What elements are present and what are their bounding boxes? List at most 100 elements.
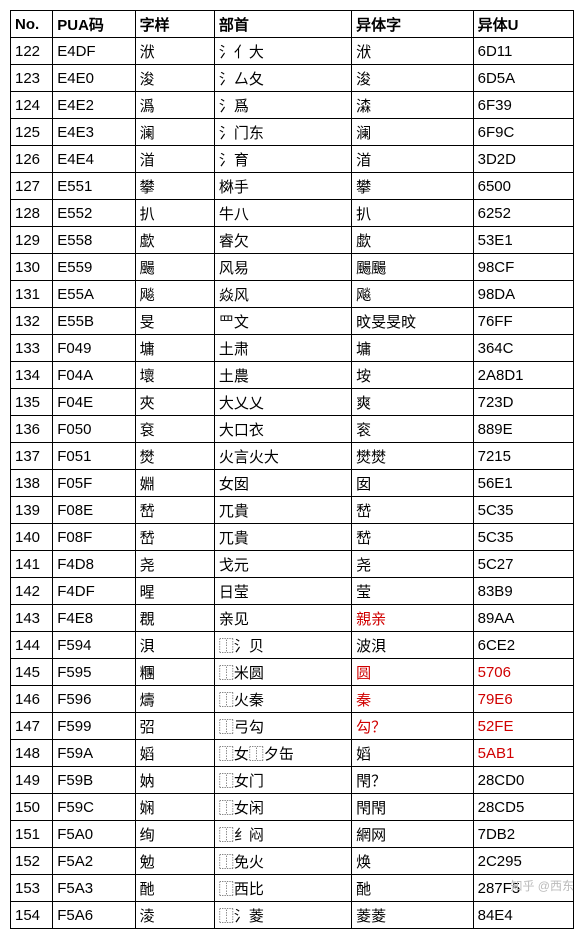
cell-ziy: 娴 bbox=[135, 794, 214, 821]
table-row: 137F051燓火言火大燓燓7215 bbox=[11, 443, 574, 470]
cell-ziy: 尧 bbox=[135, 551, 214, 578]
cell-ziy: 酏 bbox=[135, 875, 214, 902]
cell-yitiu: 723D bbox=[473, 389, 573, 416]
cell-yiti: 澜 bbox=[352, 119, 473, 146]
cell-yiti: 莹 bbox=[352, 578, 473, 605]
cell-yitiu: 98DA bbox=[473, 281, 573, 308]
cell-pua: F050 bbox=[53, 416, 135, 443]
cell-yiti: 酏 bbox=[352, 875, 473, 902]
cell-yitiu: 6D11 bbox=[473, 38, 573, 65]
cell-no: 148 bbox=[11, 740, 53, 767]
cell-no: 134 bbox=[11, 362, 53, 389]
cell-yiti: 旼旻旻旼 bbox=[352, 308, 473, 335]
table-body: 122E4DF洑氵亻大洑6D11123E4E0浚氵厶夂浚6D5A124E4E2潙… bbox=[11, 38, 574, 929]
cell-yiti: 嫍 bbox=[352, 740, 473, 767]
cell-pua: F4D8 bbox=[53, 551, 135, 578]
cell-ziy: 洑 bbox=[135, 38, 214, 65]
table-row: 130E559颺风易颺颺98CF bbox=[11, 254, 574, 281]
cell-yiti: 嵆 bbox=[352, 497, 473, 524]
cell-bush: 睿欠 bbox=[214, 227, 351, 254]
cell-no: 137 bbox=[11, 443, 53, 470]
table-row: 124E4E2潙氵爲潹6F39 bbox=[11, 92, 574, 119]
cell-no: 126 bbox=[11, 146, 53, 173]
cell-bush: ⿰火秦 bbox=[214, 686, 351, 713]
table-row: 129E558歔睿欠歔53E1 bbox=[11, 227, 574, 254]
table-row: 132E55B旻罒文旼旻旻旼76FF bbox=[11, 308, 574, 335]
cell-bush: ⿰弓勾 bbox=[214, 713, 351, 740]
table-row: 127E551攀棥手攀6500 bbox=[11, 173, 574, 200]
cell-ziy: 旻 bbox=[135, 308, 214, 335]
cell-bush: ⿰米圆 bbox=[214, 659, 351, 686]
table-row: 141F4D8尧戈元尧5C27 bbox=[11, 551, 574, 578]
cell-bush: 氵门东 bbox=[214, 119, 351, 146]
col-ziy: 字样 bbox=[135, 11, 214, 38]
cell-bush: 戈元 bbox=[214, 551, 351, 578]
table-row: 128E552扒牛八扒6252 bbox=[11, 200, 574, 227]
header-row: No. PUA码 字样 部首 异体字 异体U bbox=[11, 11, 574, 38]
cell-ziy: 覠 bbox=[135, 605, 214, 632]
cell-ziy: 歔 bbox=[135, 227, 214, 254]
cell-no: 124 bbox=[11, 92, 53, 119]
cell-pua: F596 bbox=[53, 686, 135, 713]
cell-bush: 氵育 bbox=[214, 146, 351, 173]
cell-no: 143 bbox=[11, 605, 53, 632]
cell-pua: E552 bbox=[53, 200, 135, 227]
cell-no: 146 bbox=[11, 686, 53, 713]
cell-no: 150 bbox=[11, 794, 53, 821]
col-yitiu: 异体U bbox=[473, 11, 573, 38]
cell-yitiu: 364C bbox=[473, 335, 573, 362]
cell-bush: 大口衣 bbox=[214, 416, 351, 443]
cell-ziy: 燽 bbox=[135, 686, 214, 713]
cell-no: 151 bbox=[11, 821, 53, 848]
cell-no: 129 bbox=[11, 227, 53, 254]
table-row: 150F59C娴⿰女闲閇閇28CD5 bbox=[11, 794, 574, 821]
cell-no: 149 bbox=[11, 767, 53, 794]
cell-ziy: 墉 bbox=[135, 335, 214, 362]
cell-bush: ⿰女门 bbox=[214, 767, 351, 794]
cell-yitiu: 6F9C bbox=[473, 119, 573, 146]
cell-pua: F051 bbox=[53, 443, 135, 470]
cell-yiti: 扒 bbox=[352, 200, 473, 227]
cell-yiti: 閇？ bbox=[352, 767, 473, 794]
cell-no: 152 bbox=[11, 848, 53, 875]
cell-bush: 土農 bbox=[214, 362, 351, 389]
cell-ziy: 嵆 bbox=[135, 524, 214, 551]
cell-pua: E55B bbox=[53, 308, 135, 335]
cell-yiti: 垵 bbox=[352, 362, 473, 389]
table-row: 138F05F婣女囡囡56E1 bbox=[11, 470, 574, 497]
cell-no: 125 bbox=[11, 119, 53, 146]
cell-bush: ⿰氵菱 bbox=[214, 902, 351, 929]
cell-ziy: 弨 bbox=[135, 713, 214, 740]
cell-no: 153 bbox=[11, 875, 53, 902]
cell-no: 133 bbox=[11, 335, 53, 362]
cell-pua: E4E3 bbox=[53, 119, 135, 146]
cell-no: 140 bbox=[11, 524, 53, 551]
cell-pua: F4DF bbox=[53, 578, 135, 605]
cell-pua: F59C bbox=[53, 794, 135, 821]
cell-yitiu: 89AA bbox=[473, 605, 573, 632]
cell-pua: F5A0 bbox=[53, 821, 135, 848]
cell-bush: 氵爲 bbox=[214, 92, 351, 119]
cell-no: 130 bbox=[11, 254, 53, 281]
watermark: 知乎 @西东 bbox=[510, 877, 574, 894]
cell-pua: E4E0 bbox=[53, 65, 135, 92]
cell-yitiu: 5C35 bbox=[473, 497, 573, 524]
table-row: 136F050袞大口衣衮889E bbox=[11, 416, 574, 443]
table-row: 140F08F嵆兀貴嵆5C35 bbox=[11, 524, 574, 551]
cell-bush: 兀貴 bbox=[214, 497, 351, 524]
table-row: 154F5A6淩⿰氵菱菱菱84E4 bbox=[11, 902, 574, 929]
cell-pua: F04A bbox=[53, 362, 135, 389]
cell-yiti: 焕 bbox=[352, 848, 473, 875]
cell-yitiu: 6D5A bbox=[473, 65, 573, 92]
cell-no: 144 bbox=[11, 632, 53, 659]
cell-pua: E559 bbox=[53, 254, 135, 281]
cell-yitiu: 84E4 bbox=[473, 902, 573, 929]
cell-no: 135 bbox=[11, 389, 53, 416]
cell-pua: F5A6 bbox=[53, 902, 135, 929]
cell-ziy: 嵆 bbox=[135, 497, 214, 524]
cell-yitiu: 56E1 bbox=[473, 470, 573, 497]
cell-yiti: 爽 bbox=[352, 389, 473, 416]
cell-bush: ⿰女⿰夕缶 bbox=[214, 740, 351, 767]
cell-ziy: 扒 bbox=[135, 200, 214, 227]
cell-pua: F59A bbox=[53, 740, 135, 767]
